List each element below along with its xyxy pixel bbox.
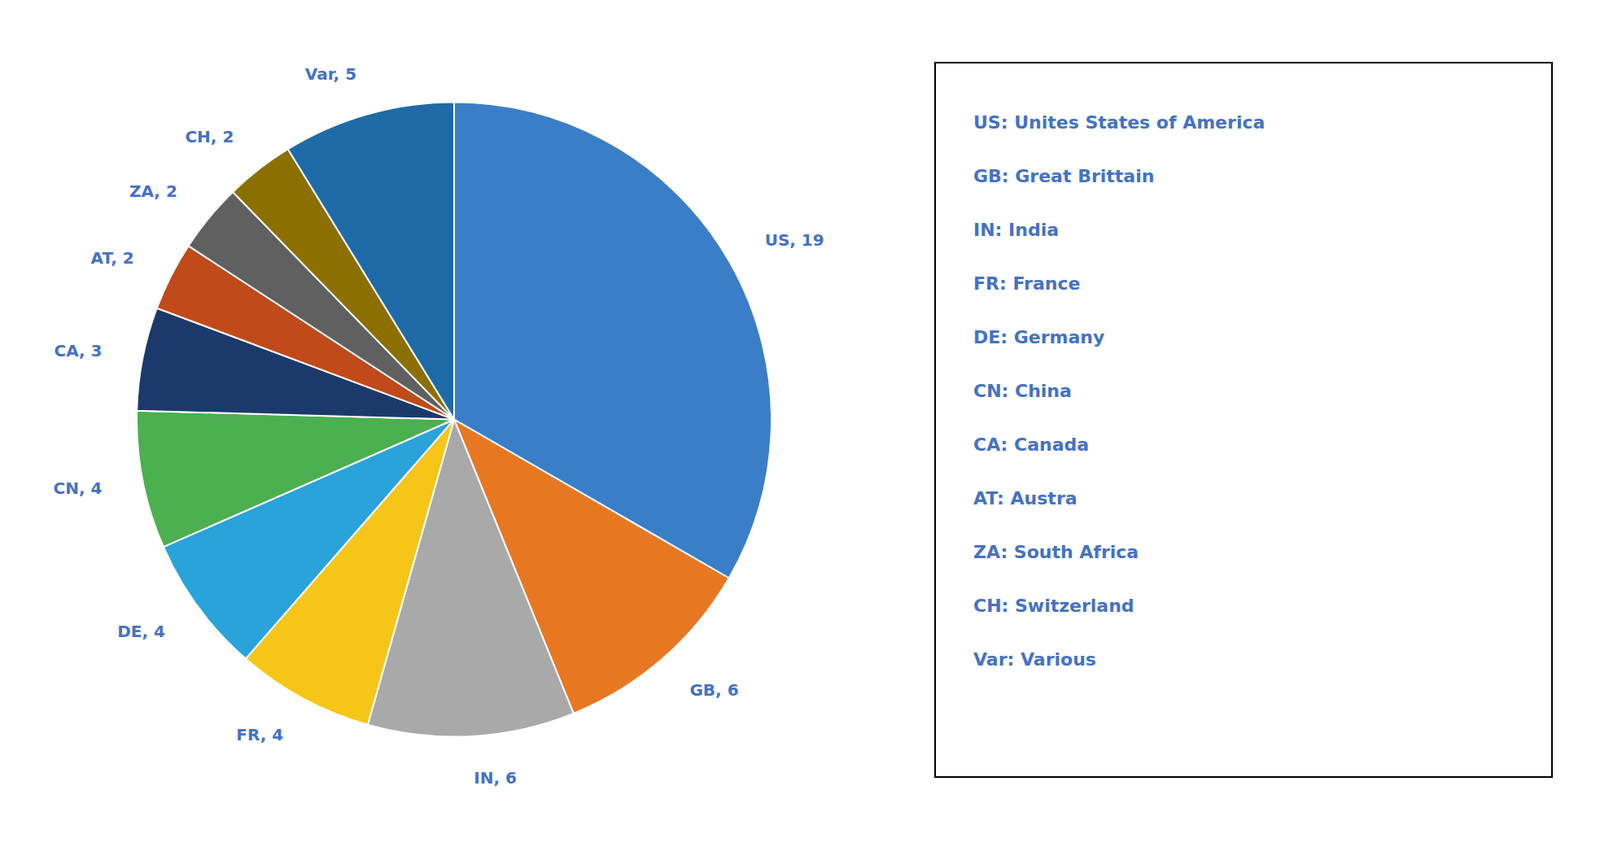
html-text:DE: Germany: DE: Germany	[973, 326, 1105, 348]
html-text:Var: Various: Var: Various	[973, 649, 1097, 670]
svg-text:Var, 5: Var, 5	[305, 64, 357, 84]
html-text:CA: Canada: CA: Canada	[973, 434, 1089, 455]
svg-text:US, 19: US, 19	[765, 230, 825, 250]
svg-text:ZA, 2: ZA, 2	[129, 181, 178, 202]
svg-text:DE, 4: DE, 4	[117, 621, 166, 642]
html-text:GB: Great Brittain: GB: Great Brittain	[973, 165, 1155, 186]
html-text:IN: India: IN: India	[973, 219, 1059, 240]
html-text:FR: France: FR: France	[973, 273, 1081, 294]
html-text:ZA: South Africa: ZA: South Africa	[973, 541, 1139, 562]
svg-text:AT, 2: AT, 2	[91, 248, 135, 268]
svg-text:CN, 4: CN, 4	[53, 478, 103, 499]
html-text:CN: China: CN: China	[973, 380, 1072, 401]
svg-text:IN, 6: IN, 6	[473, 768, 517, 788]
html-text:US: Unites States of America: US: Unites States of America	[973, 111, 1265, 133]
svg-text:CA, 3: CA, 3	[53, 340, 102, 361]
svg-text:CH, 2: CH, 2	[184, 126, 234, 147]
html-text:AT: Austra: AT: Austra	[973, 487, 1078, 509]
svg-text:FR, 4: FR, 4	[236, 725, 284, 745]
html-text:CH: Switzerland: CH: Switzerland	[973, 595, 1135, 616]
svg-text:GB, 6: GB, 6	[689, 680, 739, 700]
